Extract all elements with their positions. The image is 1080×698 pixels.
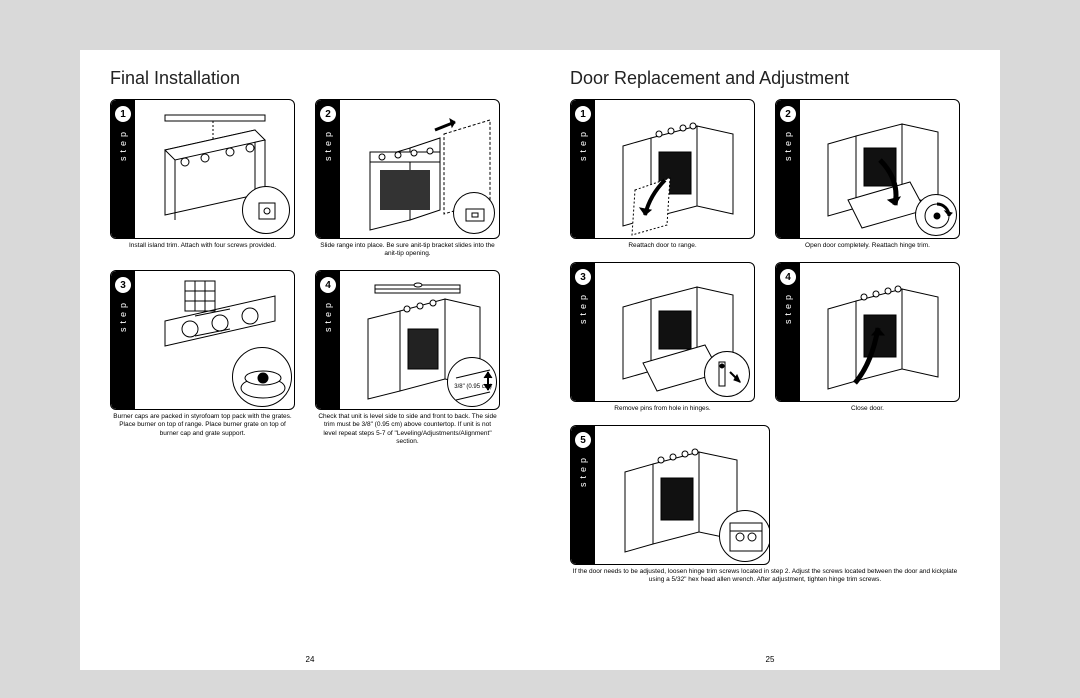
- step-number: 1: [575, 106, 591, 122]
- page-number: 24: [306, 655, 315, 664]
- step-card: 4 step: [315, 270, 500, 446]
- step-caption: If the door needs to be adjusted, loosen…: [570, 568, 960, 584]
- step-diagram: 2 step: [315, 99, 500, 239]
- step-caption: Slide range into place. Be sure anit-tip…: [315, 242, 500, 258]
- step-caption: Remove pins from hole in hinges.: [570, 405, 755, 413]
- step-number: 1: [115, 106, 131, 122]
- step-sidebar: 2 step: [316, 100, 340, 238]
- page-title-left: Final Installation: [110, 68, 510, 89]
- step-label: step: [783, 128, 793, 161]
- step-sidebar: 1 step: [111, 100, 135, 238]
- step-card: 4 step Close door.: [775, 262, 960, 413]
- step-diagram: 1 step: [570, 99, 755, 239]
- step-caption: Check that unit is level side to side an…: [315, 413, 500, 446]
- step-label: step: [578, 128, 588, 161]
- step-diagram: 5 step: [570, 425, 770, 565]
- page-title-right: Door Replacement and Adjustment: [570, 68, 970, 89]
- step-number: 2: [320, 106, 336, 122]
- step-caption: Open door completely. Reattach hinge tri…: [775, 242, 960, 250]
- measurement-label: 3/8" (0.95 cm): [454, 384, 491, 390]
- step-label: step: [578, 291, 588, 324]
- manual-spread: Final Installation 1 step: [80, 50, 1000, 670]
- step-diagram: 3 step: [110, 270, 295, 410]
- step-diagram: 1 step: [110, 99, 295, 239]
- step-caption: Install island trim. Attach with four sc…: [110, 242, 295, 250]
- step-card: 2 step: [775, 99, 960, 250]
- step-card: 1step Reattach: [570, 99, 755, 250]
- step-number: 3: [575, 269, 591, 285]
- step-diagram: 3 step: [570, 262, 755, 402]
- step-card: 3step Remove pins f: [570, 262, 755, 413]
- step-label: step: [578, 454, 588, 487]
- step-label: step: [323, 128, 333, 161]
- step-caption: Close door.: [775, 405, 960, 413]
- step-caption: Reattach door to range.: [570, 242, 755, 250]
- steps-right: 1step Reattach: [570, 99, 970, 585]
- step-label: step: [783, 291, 793, 324]
- step-sidebar: 4 step: [316, 271, 340, 409]
- step-card: 3 step: [110, 270, 295, 446]
- step-caption: Burner caps are packed in styrofoam top …: [110, 413, 295, 437]
- step-diagram: 4 step: [775, 262, 960, 402]
- step-number: 3: [115, 277, 131, 293]
- step-label: step: [118, 299, 128, 332]
- step-number: 4: [320, 277, 336, 293]
- step-label: step: [323, 299, 333, 332]
- step-number: 4: [780, 269, 796, 285]
- steps-left: 1 step: [110, 99, 510, 446]
- step-card: 5 step: [570, 425, 960, 584]
- step-number: 5: [575, 432, 591, 448]
- step-diagram: 4 step: [315, 270, 500, 410]
- page-right: Door Replacement and Adjustment 1 step: [540, 50, 1000, 670]
- page-left: Final Installation 1 step: [80, 50, 540, 670]
- step-number: 2: [780, 106, 796, 122]
- step-diagram: 2 step: [775, 99, 960, 239]
- step-card: 1 step: [110, 99, 295, 258]
- page-number: 25: [766, 655, 775, 664]
- step-sidebar: 3 step: [111, 271, 135, 409]
- step-card: 2 step: [315, 99, 500, 258]
- step-label: step: [118, 128, 128, 161]
